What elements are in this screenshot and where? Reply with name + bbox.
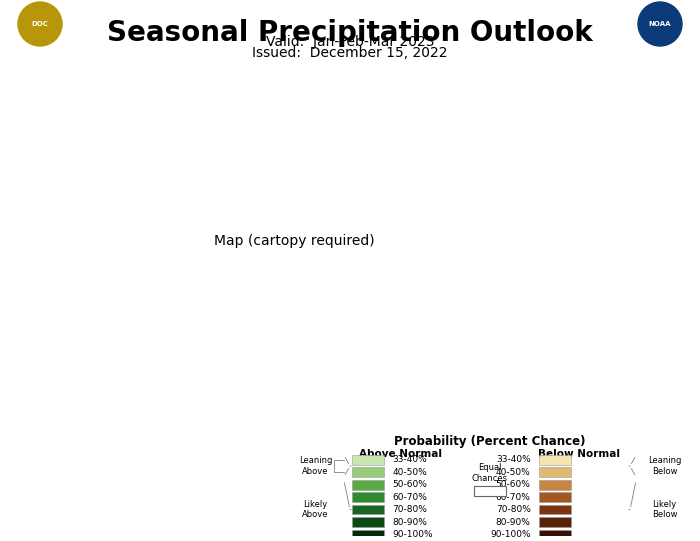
Text: DOC: DOC <box>32 21 48 27</box>
Text: 80-90%: 80-90% <box>393 518 428 526</box>
Text: 60-70%: 60-70% <box>393 493 428 502</box>
Text: 90-100%: 90-100% <box>393 530 433 539</box>
Bar <box>539 455 571 465</box>
Bar <box>352 517 384 527</box>
Bar <box>352 492 384 502</box>
Bar <box>352 480 384 490</box>
Text: 33-40%: 33-40% <box>496 456 531 464</box>
Bar <box>352 455 384 465</box>
Bar <box>539 480 571 490</box>
Text: 50-60%: 50-60% <box>393 480 428 489</box>
Text: NOAA: NOAA <box>649 21 671 27</box>
Text: Valid:  Jan-Feb-Mar 2023: Valid: Jan-Feb-Mar 2023 <box>266 35 434 49</box>
Text: 90-100%: 90-100% <box>490 530 531 539</box>
Text: 70-80%: 70-80% <box>393 505 428 514</box>
Text: Likely
Above: Likely Above <box>302 500 329 519</box>
Text: 40-50%: 40-50% <box>496 468 531 477</box>
Text: 33-40%: 33-40% <box>393 456 427 464</box>
Text: Above Normal: Above Normal <box>359 449 442 459</box>
Text: Leaning
Below: Leaning Below <box>648 457 681 476</box>
Bar <box>539 530 571 539</box>
Text: Leaning
Above: Leaning Above <box>299 457 332 476</box>
Text: Equal
Chances: Equal Chances <box>472 464 508 483</box>
Bar <box>539 505 571 514</box>
Bar <box>539 492 571 502</box>
Text: 50-60%: 50-60% <box>496 480 531 489</box>
Text: 80-90%: 80-90% <box>496 518 531 526</box>
Text: 60-70%: 60-70% <box>496 493 531 502</box>
Text: 40-50%: 40-50% <box>393 468 427 477</box>
Bar <box>474 486 506 496</box>
Text: Likely
Below: Likely Below <box>652 500 678 519</box>
Bar <box>539 467 571 477</box>
Text: Map (cartopy required): Map (cartopy required) <box>214 234 374 248</box>
Bar <box>539 517 571 527</box>
Text: Seasonal Precipitation Outlook: Seasonal Precipitation Outlook <box>107 19 593 47</box>
Text: Probability (Percent Chance): Probability (Percent Chance) <box>394 435 586 448</box>
Bar <box>352 505 384 514</box>
Bar <box>352 467 384 477</box>
Circle shape <box>638 2 682 46</box>
Text: Below Normal: Below Normal <box>538 449 620 459</box>
Text: Issued:  December 15, 2022: Issued: December 15, 2022 <box>252 46 448 60</box>
Bar <box>352 530 384 539</box>
Text: 70-80%: 70-80% <box>496 505 531 514</box>
Circle shape <box>18 2 62 46</box>
